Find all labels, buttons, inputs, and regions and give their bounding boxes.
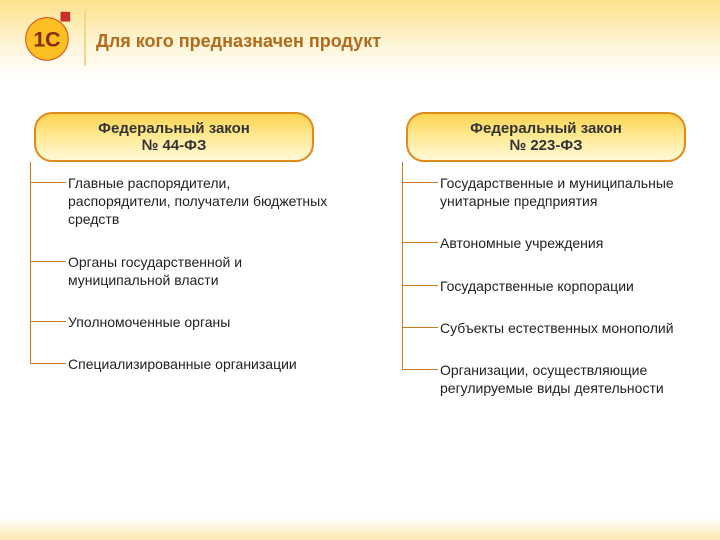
law-box-line2: № 223-ФЗ (418, 137, 674, 154)
tree-item: Органы государственной и муниципальной в… (40, 241, 330, 301)
tree-left: Главные распорядители, распорядители, по… (18, 162, 330, 385)
tree-item-label: Организации, осуществляющие регулируемые… (440, 361, 702, 397)
tree-item: Специализированные организации (40, 343, 330, 385)
tree-item-label: Государственные и муниципальные унитарны… (440, 174, 702, 210)
tree-connector (30, 182, 66, 183)
logo-1c: 1С (14, 6, 76, 68)
header-divider (84, 10, 86, 66)
logo-1c-icon: 1С (14, 6, 76, 68)
tree-item-label: Автономные учреждения (440, 234, 702, 252)
svg-text:1С: 1С (33, 28, 60, 52)
law-box-223fz: Федеральный закон № 223-ФЗ (406, 112, 686, 162)
law-box-line1: Федеральный закон (46, 120, 302, 137)
column-right: Федеральный закон № 223-ФЗ Государственн… (390, 112, 702, 409)
tree-item-label: Главные распорядители, распорядители, по… (68, 174, 330, 229)
tree-item: Главные распорядители, распорядители, по… (40, 162, 330, 241)
tree-connector (30, 321, 66, 322)
tree-trunk (30, 162, 31, 364)
tree-right: Государственные и муниципальные унитарны… (390, 162, 702, 409)
tree-connector (402, 182, 438, 183)
tree-connector (402, 242, 438, 243)
tree-item: Государственные корпорации (412, 265, 702, 307)
law-box-line1: Федеральный закон (418, 120, 674, 137)
column-left: Федеральный закон № 44-ФЗ Главные распор… (18, 112, 330, 409)
tree-connector (402, 369, 438, 370)
slide: 1С Для кого предназначен продукт Федерал… (0, 0, 720, 540)
tree-connector (402, 285, 438, 286)
tree-connector (402, 327, 438, 328)
slide-title-text: Для кого предназначен продукт (96, 31, 381, 52)
tree-item-label: Уполномоченные органы (68, 313, 330, 331)
tree-item-label: Государственные корпорации (440, 277, 702, 295)
tree-item: Государственные и муниципальные унитарны… (412, 162, 702, 222)
tree-trunk (402, 162, 403, 370)
tree-item: Субъекты естественных монополий (412, 307, 702, 349)
tree-item-label: Органы государственной и муниципальной в… (68, 253, 330, 289)
tree-connector (30, 261, 66, 262)
tree-item: Организации, осуществляющие регулируемые… (412, 349, 702, 409)
tree-item: Автономные учреждения (412, 222, 702, 264)
tree-item-label: Специализированные организации (68, 355, 330, 373)
tree-item: Уполномоченные органы (40, 301, 330, 343)
tree-connector (30, 363, 66, 364)
law-box-line2: № 44-ФЗ (46, 137, 302, 154)
footer-band (0, 518, 720, 540)
columns: Федеральный закон № 44-ФЗ Главные распор… (18, 112, 702, 409)
law-box-44fz: Федеральный закон № 44-ФЗ (34, 112, 314, 162)
slide-title: Для кого предназначен продукт (96, 28, 720, 54)
tree-item-label: Субъекты естественных монополий (440, 319, 702, 337)
